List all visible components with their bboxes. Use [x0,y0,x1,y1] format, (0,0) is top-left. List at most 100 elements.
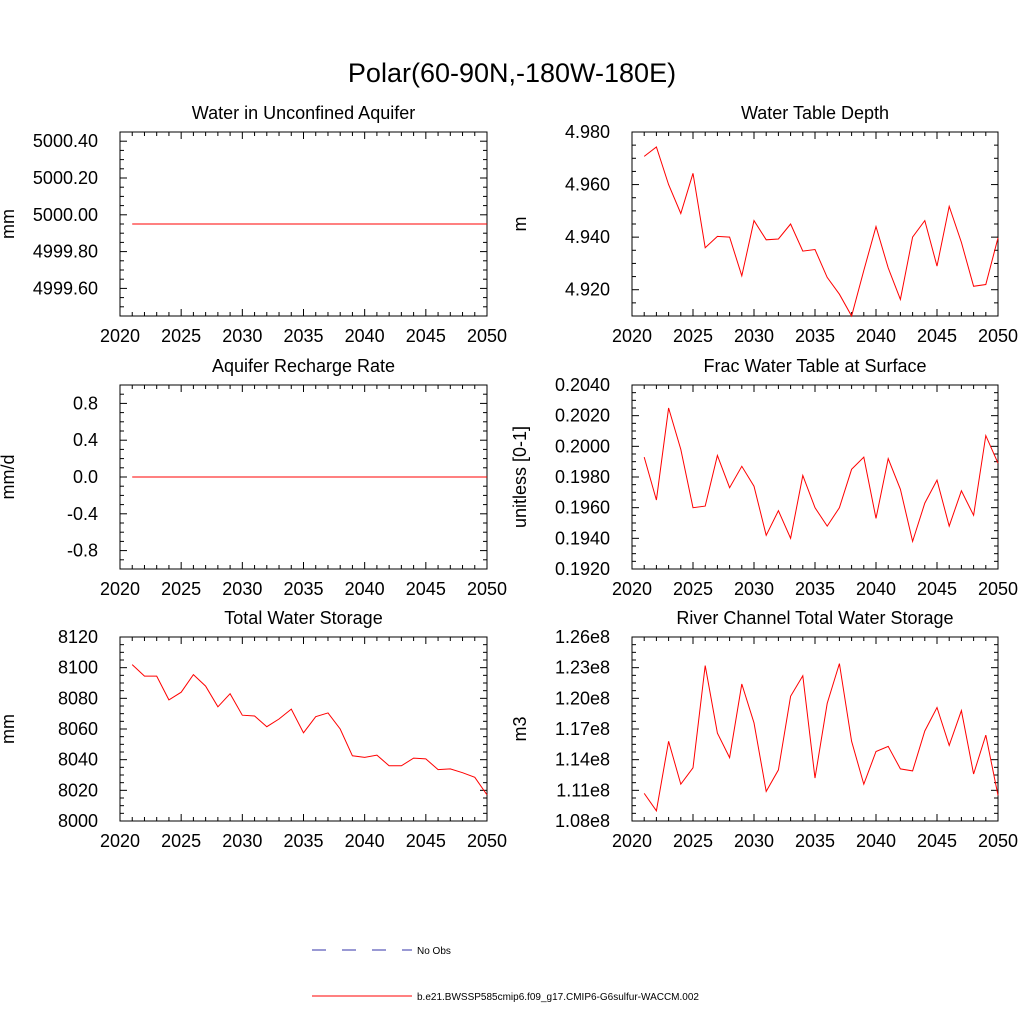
y-tick-label: 0.1920 [555,559,610,579]
x-tick-label: 2035 [283,579,323,599]
y-tick-label: 1.17e8 [555,719,610,739]
y-tick-label: -0.8 [67,541,98,561]
x-tick-label: 2020 [100,326,140,346]
x-tick-label: 2020 [612,326,652,346]
y-tick-label: 4.980 [565,122,610,142]
x-tick-label: 2025 [161,326,201,346]
x-tick-label: 2050 [978,831,1018,851]
x-tick-label: 2045 [917,326,957,346]
plot-frame [631,636,999,822]
panels: Water in Unconfined Aquifer mm 2020 2025 203… [0,103,1018,851]
x-tick-label: 2045 [406,831,446,851]
series-line [643,146,999,318]
x-tick-label: 2040 [856,326,896,346]
legend-model-label: b.e21.BWSSP585cmip6.f09_g17.CMIP6-G6sulf… [417,992,699,1003]
x-tick-label: 2050 [467,579,507,599]
chart-title: River Channel Total Water Storage [676,608,953,628]
y-tick-label: 8020 [58,780,98,800]
y-tick-label: 8060 [58,719,98,739]
x-tick-label: 2020 [612,831,652,851]
y-tick-label: 0.1980 [555,467,610,487]
plot-frame [119,636,488,822]
y-axis-label: m [510,217,530,232]
x-tick-label: 2020 [612,579,652,599]
x-tick-label: 2025 [673,326,713,346]
chart-panel-1: Water in Unconfined Aquifer mm 2020 2025 203… [0,103,507,346]
y-tick-label: 0.1940 [555,528,610,548]
x-tick-label: 2035 [283,326,323,346]
series-line [643,407,999,544]
x-tick-label: 2045 [406,326,446,346]
chart-panel-3: Aquifer Recharge Rate mm/d 2020 2025 2030 203… [0,356,507,599]
x-tick-label: 2040 [345,831,385,851]
chart-title: Total Water Storage [224,608,382,628]
y-tick-label: 0.2020 [555,406,610,426]
x-tick-label: 2050 [467,326,507,346]
x-tick-label: 2050 [978,326,1018,346]
y-tick-label: 8000 [58,811,98,831]
chart-title: Water Table Depth [741,103,889,123]
x-tick-label: 2040 [345,579,385,599]
legend-obs-label: No Obs [417,946,451,957]
y-axis-label: m3 [510,716,530,741]
y-tick-label: -0.4 [67,504,98,524]
x-tick-label: 2030 [734,579,774,599]
x-tick-label: 2040 [345,326,385,346]
x-tick-label: 2035 [283,831,323,851]
y-tick-label: 1.11e8 [556,780,610,800]
chart-title: Frac Water Table at Surface [703,356,926,376]
y-axis-label: mm [0,714,18,744]
y-tick-label: 5000.00 [33,205,98,225]
x-tick-label: 2040 [856,831,896,851]
x-tick-label: 2025 [673,831,713,851]
y-tick-label: 0.4 [73,430,98,450]
x-tick-label: 2025 [673,579,713,599]
x-tick-label: 2030 [734,326,774,346]
x-tick-label: 2030 [734,831,774,851]
x-tick-label: 2050 [467,831,507,851]
y-tick-label: 0.8 [73,393,98,413]
y-tick-label: 8100 [58,658,98,678]
x-tick-label: 2030 [222,579,262,599]
chart-panel-5: Total Water Storage mm 2020 2025 2030 2035 204… [0,608,507,851]
y-tick-label: 0.2040 [555,375,610,395]
y-tick-label: 5000.40 [33,131,98,151]
x-tick-label: 2035 [795,579,835,599]
y-tick-label: 4.940 [565,227,610,247]
x-tick-label: 2050 [978,579,1018,599]
y-tick-label: 0.2000 [555,436,610,456]
x-tick-label: 2020 [100,831,140,851]
x-tick-label: 2045 [917,831,957,851]
x-tick-label: 2030 [222,831,262,851]
x-tick-label: 2040 [856,579,896,599]
chart-panel-6: River Channel Total Water Storage m3 2020 2… [510,608,1018,851]
y-tick-label: 4999.80 [33,242,98,262]
chart-title: Aquifer Recharge Rate [212,356,395,376]
y-tick-label: 4999.60 [33,278,98,298]
legend: No Obs b.e21.BWSSP585cmip6.f09_g17.CMIP6… [312,946,699,1003]
x-tick-label: 2025 [161,831,201,851]
y-tick-label: 1.23e8 [555,658,610,678]
y-tick-label: 4.960 [565,175,610,195]
x-tick-label: 2030 [222,326,262,346]
figure-title: Polar(60-90N,-180W-180E) [348,58,676,88]
y-tick-label: 1.14e8 [555,750,610,770]
plot-frame [631,131,999,317]
series-line [643,663,999,813]
y-axis-label: mm [0,209,18,239]
y-tick-label: 1.08e8 [555,811,610,831]
y-tick-label: 8040 [58,750,98,770]
x-tick-label: 2035 [795,831,835,851]
chart-panel-4: Frac Water Table at Surface unitless [0-1… [510,356,1018,599]
x-tick-label: 2045 [406,579,446,599]
y-tick-label: 1.26e8 [555,627,610,647]
chart-panel-2: Water Table Depth m 2020 2025 2030 2035 2040 20… [510,103,1018,346]
y-tick-label: 5000.20 [33,168,98,188]
y-tick-label: 8120 [58,627,98,647]
x-tick-label: 2045 [917,579,957,599]
y-axis-label: mm/d [0,455,18,500]
chart-title: Water in Unconfined Aquifer [192,103,415,123]
y-tick-label: 0.0 [73,467,98,487]
y-tick-label: 0.1960 [555,498,610,518]
